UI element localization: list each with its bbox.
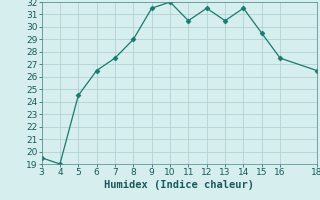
X-axis label: Humidex (Indice chaleur): Humidex (Indice chaleur) — [104, 180, 254, 190]
